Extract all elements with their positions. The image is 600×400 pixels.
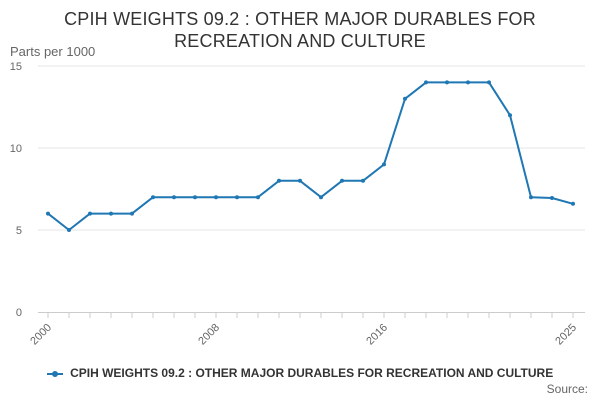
data-point xyxy=(277,178,281,183)
legend-line-marker-icon xyxy=(46,369,63,379)
x-tick-label: 2016 xyxy=(364,322,390,348)
data-point xyxy=(298,178,302,183)
data-point xyxy=(172,195,176,200)
data-point xyxy=(424,80,428,85)
data-point xyxy=(382,162,386,167)
data-point xyxy=(529,195,533,200)
y-tick-label: 0 xyxy=(16,307,22,319)
data-point xyxy=(571,201,575,206)
y-tick-label: 15 xyxy=(10,61,22,73)
data-point xyxy=(151,195,155,200)
data-point xyxy=(130,211,134,216)
data-point xyxy=(214,195,218,200)
data-point xyxy=(487,80,491,85)
chart-title: CPIH WEIGHTS 09.2 : OTHER MAJOR DURABLES… xyxy=(0,8,600,52)
data-point xyxy=(235,195,239,200)
data-point xyxy=(466,80,470,85)
data-point xyxy=(256,195,260,200)
x-tick-label: 2025 xyxy=(553,322,579,348)
data-point xyxy=(67,228,71,232)
data-point xyxy=(88,211,92,216)
data-point xyxy=(550,196,554,201)
chart-title-line-2: RECREATION AND CULTURE xyxy=(174,31,426,51)
series-line xyxy=(47,81,574,231)
data-point xyxy=(109,211,113,216)
chart-title-line-1: CPIH WEIGHTS 09.2 : OTHER MAJOR DURABLES… xyxy=(64,9,536,29)
y-tick-label: 5 xyxy=(16,225,22,237)
legend-label: CPIH WEIGHTS 09.2 : OTHER MAJOR DURABLES… xyxy=(70,366,554,380)
data-point xyxy=(361,178,365,183)
data-point xyxy=(403,96,407,101)
y-axis-label: Parts per 1000 xyxy=(10,44,96,59)
y-tick-label: 10 xyxy=(10,143,22,155)
data-point xyxy=(193,195,197,200)
x-tick-label: 2008 xyxy=(196,322,222,348)
data-point xyxy=(445,80,449,85)
legend[interactable]: CPIH WEIGHTS 09.2 : OTHER MAJOR DURABLES… xyxy=(0,366,600,380)
source-label: Source: xyxy=(546,382,588,396)
data-point xyxy=(46,211,50,216)
data-point xyxy=(340,178,344,183)
data-point xyxy=(508,113,512,118)
data-point xyxy=(319,195,323,200)
x-tick-label: 2000 xyxy=(28,322,54,348)
